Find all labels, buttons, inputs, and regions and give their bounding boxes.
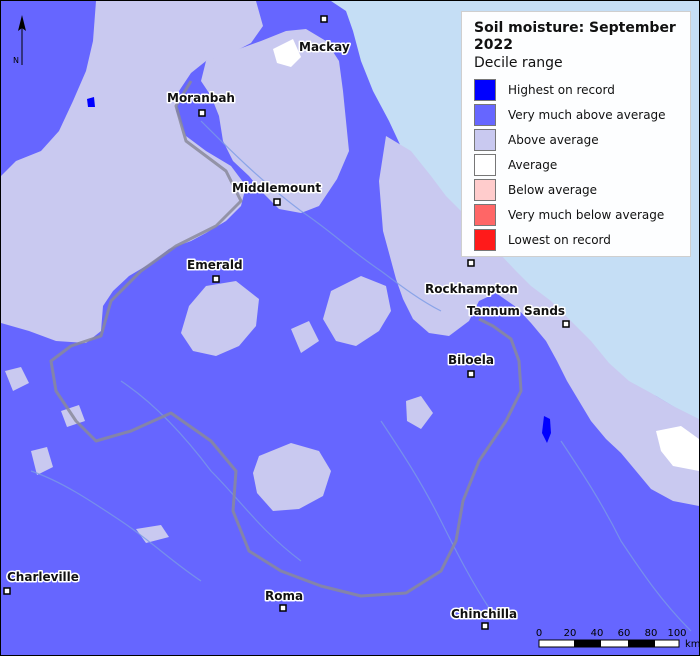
town-marker-tannum-sands (562, 320, 570, 328)
average-patch-mackay (273, 39, 301, 67)
region-mackay-basin (201, 29, 349, 213)
map-title: Soil moisture: September 2022 (474, 20, 676, 53)
town-marker-emerald (212, 275, 220, 283)
legend: Soil moisture: September 2022 Decile ran… (461, 11, 691, 257)
town-label-middlemount: Middlemount (232, 181, 321, 195)
legend-label: Above average (508, 132, 599, 147)
region-boundary (49, 80, 523, 598)
legend-item: Lowest on record (474, 227, 680, 252)
legend-label: Very much below average (508, 207, 665, 222)
above-average-regions (1, 1, 699, 543)
region-south-blob (253, 443, 331, 511)
legend-item: Below average (474, 177, 680, 202)
town-label-emerald: Emerald (187, 258, 243, 272)
river-3 (380, 420, 492, 612)
legend-swatch (474, 78, 496, 101)
town-marker-moranbah (198, 109, 206, 117)
scale-tick-40: 40 (591, 628, 604, 639)
legend-label: Very much above average (508, 107, 666, 122)
town-label-moranbah: Moranbah (167, 91, 235, 105)
legend-label: Highest on record (508, 82, 615, 97)
legend-item: Average (474, 152, 680, 177)
legend-swatch (474, 153, 496, 176)
town-label-tannum-sands: Tannum Sands (467, 304, 565, 318)
town-marker-charleville (3, 587, 11, 595)
town-label-biloela: Biloela (448, 353, 494, 367)
legend-subtitle: Decile range (474, 55, 563, 71)
legend-label: Below average (508, 182, 598, 197)
scale-tick-0: 0 (536, 628, 542, 639)
town-marker-middlemount (273, 198, 281, 206)
legend-swatch (474, 228, 496, 251)
highest-on-record-patches (87, 97, 551, 443)
scale-tick-20: 20 (564, 628, 577, 639)
legend-item: Very much below average (474, 202, 680, 227)
legend-item: Very much above average (474, 102, 680, 127)
region-small-4 (291, 321, 319, 353)
town-label-roma: Roma (265, 589, 303, 603)
town-label-mackay: Mackay (299, 40, 350, 54)
river-1 (200, 120, 442, 312)
legend-swatch (474, 103, 496, 126)
scale-unit: km (685, 639, 699, 650)
region-north (1, 1, 263, 343)
scale-tick-80: 80 (645, 628, 658, 639)
town-marker-chinchilla (481, 622, 489, 630)
legend-item: Highest on record (474, 77, 680, 102)
region-coast-south (379, 136, 699, 506)
north-arrow-icon: N (13, 15, 26, 65)
scale-tick-60: 60 (618, 628, 631, 639)
legend-items: Highest on record Very much above average… (474, 77, 680, 252)
region-small-2 (31, 447, 53, 475)
town-label-chinchilla: Chinchilla (451, 607, 517, 621)
scale-tick-100: 100 (667, 628, 686, 639)
rivers (30, 120, 692, 632)
town-marker-roma (279, 604, 287, 612)
north-label: N (13, 56, 19, 65)
town-marker-rockhampton (467, 259, 475, 267)
average-regions (273, 39, 699, 471)
region-small-1 (5, 367, 29, 391)
legend-swatch (474, 203, 496, 226)
highest-patch-2 (542, 416, 551, 443)
region-north-islands (151, 146, 186, 173)
town-marker-mackay (320, 15, 328, 23)
legend-label: Lowest on record (508, 232, 611, 247)
region-central-patch (323, 276, 391, 346)
legend-swatch (474, 128, 496, 151)
legend-label: Average (508, 157, 558, 172)
legend-item: Above average (474, 127, 680, 152)
town-label-charleville: Charleville (7, 570, 79, 584)
river-5 (560, 440, 692, 632)
average-patch-coast (656, 426, 699, 471)
town-label-rockhampton: Rockhampton (425, 282, 518, 296)
region-emerald-patch (181, 281, 259, 356)
river-4 (30, 470, 202, 582)
towns: Mackay Moranbah Middlemount Emerald Rock… (3, 15, 570, 630)
highest-patch-1 (87, 97, 95, 107)
region-small-3 (406, 396, 433, 429)
scale-bar: 0 20 40 60 80 100 km (536, 628, 699, 650)
legend-swatch (474, 178, 496, 201)
town-marker-biloela (467, 370, 475, 378)
river-2 (120, 380, 302, 562)
